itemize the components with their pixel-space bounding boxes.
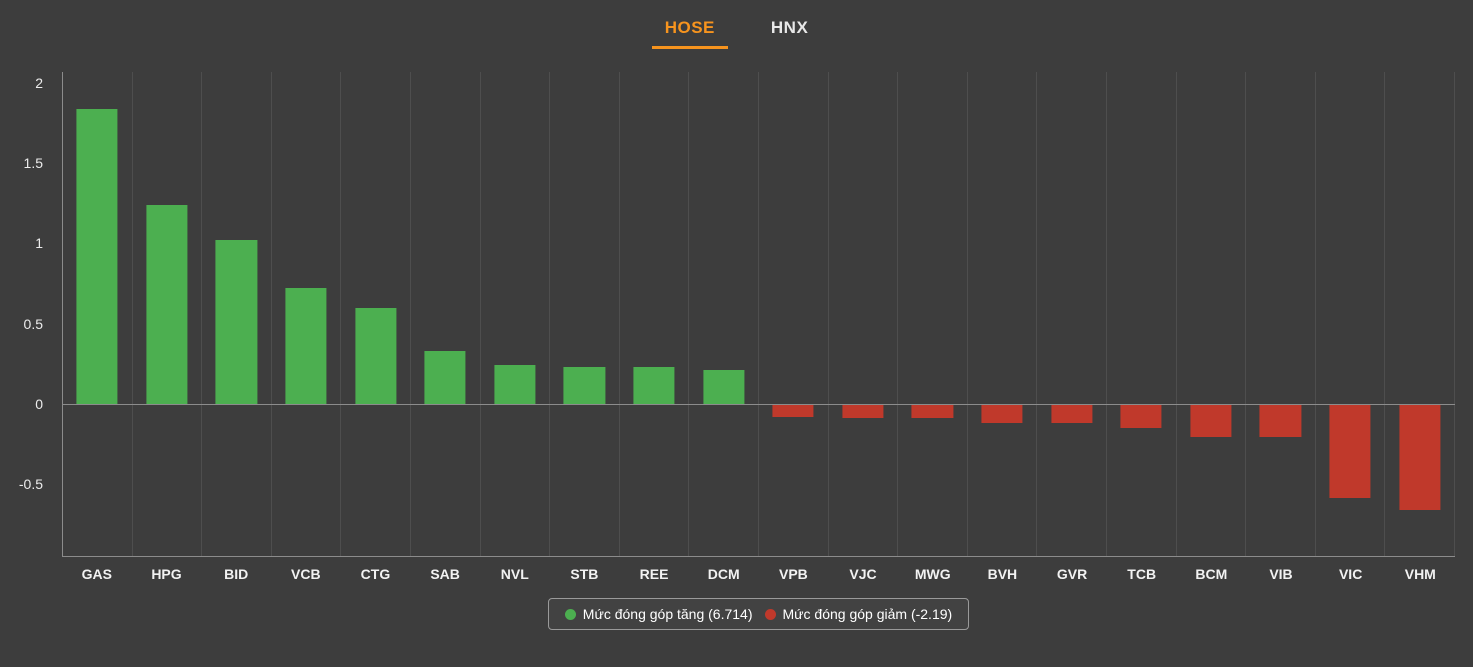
y-tick-label: -0.5 — [18, 475, 43, 492]
index-contribution-panel: HOSE HNX 2 1.5 1 0.5 0 -0.5 GAS HPG BID VCB CTG SA… — [0, 0, 1473, 630]
x-axis-label-gas: GAS — [81, 566, 112, 582]
plot-column — [898, 72, 968, 556]
legend-item-increase[interactable]: Mức đóng góp tăng (6.714) — [561, 606, 757, 622]
plot-column — [341, 72, 411, 556]
x-axis-label-stb: STB — [570, 566, 599, 582]
legend-label: Mức đóng góp tăng (6.714) — [582, 606, 753, 622]
bar-bcm[interactable] — [1190, 403, 1232, 438]
x-axis-label-gvr: GVR — [1056, 566, 1088, 582]
x-axis-labels: GAS HPG BID VCB CTG SAB NVL STB REE DCM VPB VJC MWG B… — [62, 566, 1455, 582]
plot-column — [272, 72, 342, 556]
x-axis-label-bcm: BCM — [1195, 566, 1228, 582]
tab-hnx[interactable]: HNX — [758, 12, 821, 49]
tab-hnx-label: HNX — [770, 18, 809, 37]
contribution-chart: 2 1.5 1 0.5 0 -0.5 GAS HPG BID VCB CTG SAB NVL STB RE… — [19, 72, 1455, 630]
legend-label: Mức đóng góp giảm (-2.19) — [782, 606, 953, 622]
plot-column — [550, 72, 620, 556]
plot-column — [1107, 72, 1177, 556]
bar-ree[interactable] — [633, 366, 675, 404]
plot-column — [1037, 72, 1107, 556]
zero-line — [63, 403, 1455, 405]
plot-column — [1177, 72, 1247, 556]
y-axis: 2 1.5 1 0.5 0 -0.5 — [3, 72, 53, 556]
plot-column — [1246, 72, 1316, 556]
bar-ctg[interactable] — [355, 307, 397, 404]
legend-item-decrease[interactable]: Mức đóng góp giảm (-2.19) — [761, 606, 957, 622]
legend-dot-decrease — [764, 608, 776, 620]
x-axis-label-tcb: TCB — [1127, 566, 1157, 582]
plot-column — [202, 72, 272, 556]
x-axis-label-vpb: VPB — [778, 566, 808, 582]
legend-dot-increase — [564, 608, 576, 620]
bar-stb[interactable] — [563, 366, 606, 404]
plot-column — [1385, 72, 1455, 556]
bar-sab[interactable] — [424, 350, 466, 404]
bar-bid[interactable] — [215, 240, 258, 404]
x-axis-label-nvl: NVL — [500, 566, 529, 582]
bar-vhm[interactable] — [1399, 403, 1441, 510]
x-axis-label-vib: VIB — [1269, 566, 1293, 582]
x-axis-label-mwg: MWG — [914, 566, 951, 582]
x-axis-label-bvh: BVH — [987, 566, 1018, 582]
plot-column — [133, 72, 203, 556]
plot-column — [689, 72, 759, 556]
bar-vjc[interactable] — [842, 403, 884, 419]
plot-column — [968, 72, 1038, 556]
plot-column — [481, 72, 551, 556]
legend-row: Mức đóng góp tăng (6.714) Mức đóng góp gi… — [62, 598, 1455, 630]
x-axis-label-ctg: CTG — [360, 566, 391, 582]
tab-hose-label: HOSE — [664, 18, 715, 37]
x-axis-label-vjc: VJC — [849, 566, 877, 582]
bar-nvl[interactable] — [494, 365, 536, 404]
bar-mwg[interactable] — [911, 403, 953, 419]
plot-columns — [63, 72, 1455, 556]
plot-column — [63, 72, 133, 556]
bar-bvh[interactable] — [981, 403, 1023, 423]
x-axis-label-vcb: VCB — [291, 566, 321, 582]
plot-column — [759, 72, 829, 556]
y-tick-label: 2 — [35, 75, 43, 92]
plot-column — [1316, 72, 1386, 556]
plot-area: 2 1.5 1 0.5 0 -0.5 — [19, 72, 1455, 557]
bar-gvr[interactable] — [1051, 403, 1093, 423]
bar-tcb[interactable] — [1120, 403, 1162, 428]
bar-vic[interactable] — [1329, 403, 1371, 499]
plot-column — [620, 72, 690, 556]
bar-gas[interactable] — [76, 108, 118, 404]
y-tick-label: 0 — [35, 395, 43, 412]
x-axis-label-vic: VIC — [1338, 566, 1363, 582]
plot-column — [829, 72, 899, 556]
bar-vcb[interactable] — [285, 288, 327, 404]
bar-vpb[interactable] — [772, 403, 814, 417]
exchange-tabs: HOSE HNX — [0, 0, 1473, 52]
chart-legend: Mức đóng góp tăng (6.714) Mức đóng góp gi… — [547, 598, 970, 630]
y-tick-label: 0.5 — [23, 315, 43, 332]
y-tick-label: 1.5 — [23, 155, 43, 172]
x-axis-label-dcm: DCM — [707, 566, 740, 582]
tab-hose[interactable]: HOSE — [651, 12, 728, 49]
bar-vib[interactable] — [1259, 403, 1301, 438]
plot-column — [411, 72, 481, 556]
x-axis-label-bid: BID — [224, 566, 249, 582]
x-axis-label-ree: REE — [639, 566, 669, 582]
bar-hpg[interactable] — [146, 205, 188, 404]
x-axis-label-sab: SAB — [430, 566, 460, 582]
y-tick-label: 1 — [35, 235, 43, 252]
x-axis-label-hpg: HPG — [151, 566, 182, 582]
x-axis-label-vhm: VHM — [1404, 566, 1436, 582]
bar-dcm[interactable] — [703, 370, 745, 404]
